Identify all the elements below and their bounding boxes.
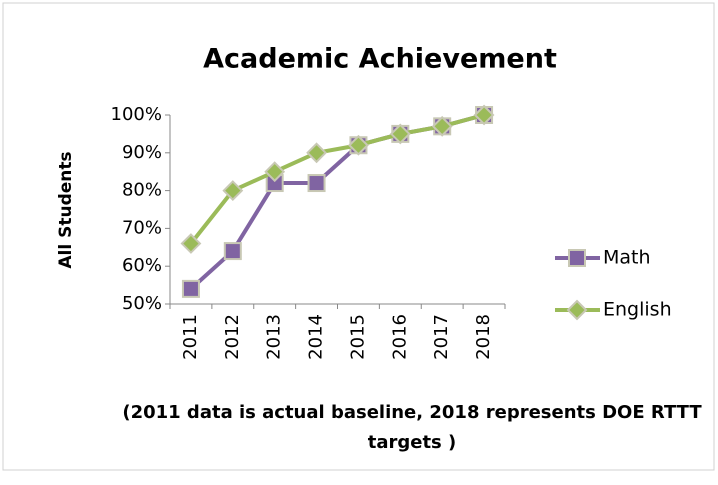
data-point (348, 134, 369, 156)
y-tick-label: 80% (122, 180, 162, 201)
y-tick-label: 60% (122, 255, 162, 276)
legend-label: Math (603, 247, 651, 269)
legend-label: English (603, 299, 672, 321)
y-tick-label: 90% (122, 142, 162, 163)
x-tick-label: 2017 (431, 314, 452, 360)
y-tick-label: 100% (111, 104, 162, 125)
data-point (222, 180, 244, 202)
legend-marker (568, 249, 586, 267)
data-point (307, 174, 326, 193)
data-point (180, 233, 202, 254)
x-tick-label: 2011 (180, 314, 201, 360)
chart-title: Academic Achievement (203, 44, 557, 75)
data-point (181, 279, 200, 298)
x-axis-label: (2011 data is actual baseline, 2018 repr… (122, 402, 702, 453)
data-point (306, 142, 327, 164)
data-point (431, 115, 453, 137)
data-point (473, 104, 495, 126)
x-tick-label: 2012 (222, 314, 243, 360)
data-point (264, 161, 286, 183)
y-axis-label: All Students (56, 151, 76, 268)
data-point (223, 242, 242, 261)
x-tick-label: 2018 (473, 314, 494, 360)
y-tick-label: 50% (122, 293, 162, 314)
x-tick-label: 2015 (347, 314, 368, 360)
x-tick-label: 2014 (306, 314, 327, 360)
chart-border (2, 2, 715, 471)
data-point (389, 123, 411, 145)
y-tick-label: 70% (122, 217, 162, 238)
x-tick-label: 2013 (264, 314, 285, 360)
legend-marker (566, 299, 588, 321)
x-tick-label: 2016 (389, 314, 410, 360)
